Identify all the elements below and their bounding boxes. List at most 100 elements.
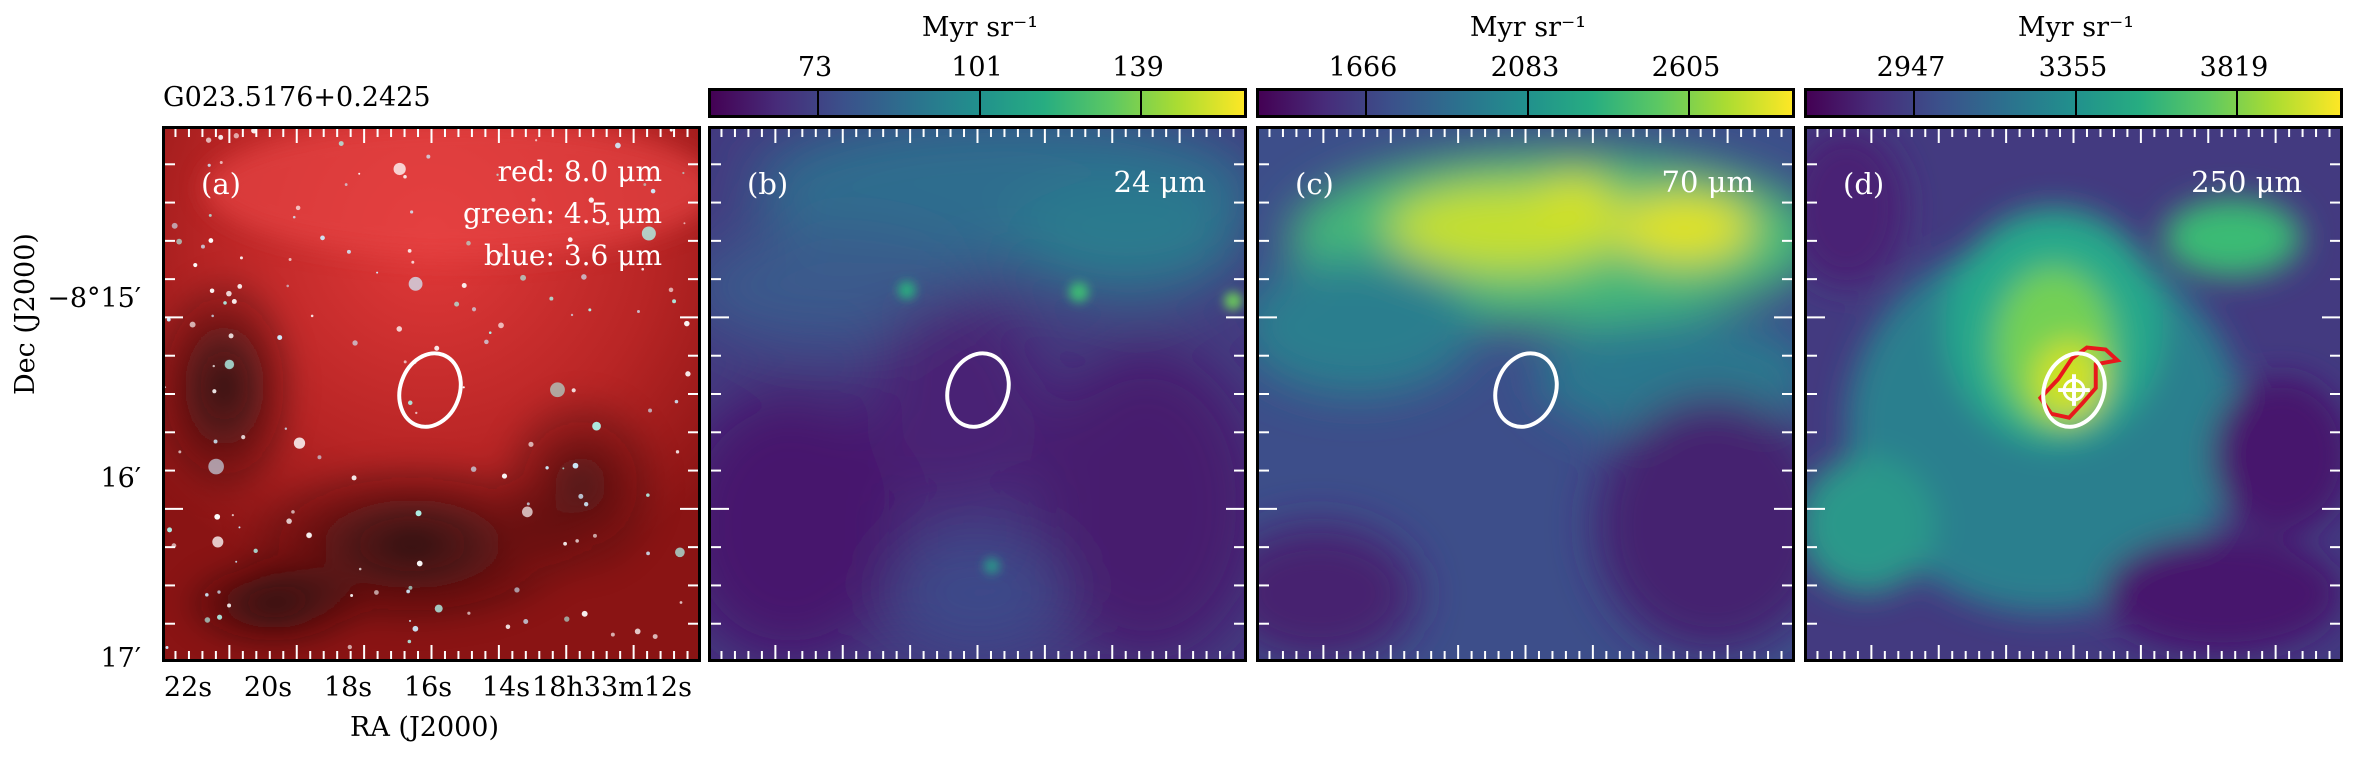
star: [407, 639, 412, 644]
star: [224, 359, 235, 370]
star: [575, 539, 579, 543]
colorbar-d: [1804, 88, 2343, 118]
dec-tick-3: 17′: [100, 643, 142, 674]
star: [253, 548, 258, 553]
star: [583, 501, 589, 507]
star: [648, 408, 653, 413]
panel-d-band: 250 μm: [2191, 165, 2302, 199]
star: [684, 320, 690, 327]
star: [668, 287, 674, 293]
star: [549, 296, 554, 301]
star: [208, 238, 214, 243]
star: [467, 611, 471, 615]
colorbar-unit-b: Myr sr⁻¹: [921, 12, 1039, 43]
star: [214, 513, 221, 520]
target-name: G023.5176+0.2425: [163, 82, 431, 113]
colorbar-unit-c: Myr sr⁻¹: [1469, 12, 1587, 43]
star: [176, 238, 183, 245]
star: [338, 141, 344, 147]
star: [207, 163, 211, 167]
star: [295, 205, 301, 211]
star: [636, 310, 640, 314]
star: [562, 467, 565, 470]
star: [165, 646, 169, 650]
star: [498, 322, 504, 329]
star: [347, 644, 352, 650]
panel-c-band: 70 μm: [1661, 165, 1754, 199]
star: [523, 216, 528, 221]
star: [471, 307, 477, 312]
legend-red: red: 8.0 μm: [497, 155, 662, 188]
star: [344, 183, 348, 186]
colorbar-b-tick-1: 73: [797, 52, 833, 83]
star: [293, 437, 306, 449]
star: [520, 274, 527, 281]
star: [646, 493, 650, 497]
star: [292, 215, 296, 219]
star: [675, 547, 685, 558]
star: [406, 589, 411, 594]
star: [572, 462, 579, 469]
star: [306, 532, 312, 539]
star: [454, 301, 460, 307]
ra-tick-5: 14s: [481, 672, 531, 703]
star: [470, 466, 477, 472]
star: [200, 244, 205, 249]
star: [674, 399, 679, 404]
star: [235, 560, 238, 563]
contour-red: [2037, 345, 2122, 420]
star: [581, 274, 587, 280]
panel-c-label: (c): [1295, 167, 1334, 201]
star: [407, 249, 412, 253]
star: [212, 536, 224, 548]
star: [588, 197, 594, 203]
star: [223, 301, 227, 305]
panel-b-label: (b): [747, 167, 789, 201]
star: [646, 551, 650, 556]
colorbar-c-tick-3: 2605: [1651, 52, 1721, 83]
star: [396, 326, 403, 332]
star: [426, 154, 431, 159]
star: [358, 172, 361, 175]
star: [641, 267, 645, 271]
star: [393, 162, 406, 176]
star: [310, 314, 314, 318]
star: [513, 168, 517, 172]
star: [205, 593, 209, 597]
star: [171, 543, 177, 549]
star: [682, 171, 685, 175]
star: [672, 299, 677, 304]
star: [488, 331, 492, 334]
star: [496, 173, 499, 176]
star: [166, 317, 171, 322]
star: [535, 139, 538, 142]
star: [566, 162, 571, 166]
colorbar-b: [708, 88, 1247, 118]
star: [284, 427, 288, 430]
star: [408, 585, 413, 590]
star: [563, 541, 567, 546]
star: [465, 224, 469, 228]
colorbar-unit-d: Myr sr⁻¹: [2017, 12, 2135, 43]
star: [545, 466, 549, 470]
star: [484, 339, 489, 345]
star: [412, 625, 419, 632]
star: [461, 283, 467, 288]
panel-a-label: (a): [201, 167, 241, 201]
star: [376, 271, 379, 274]
star: [570, 313, 574, 317]
star: [683, 222, 686, 225]
star: [204, 617, 211, 623]
ra-tick-3: 18s: [323, 672, 373, 703]
colorbar-c: [1256, 88, 1795, 118]
star: [277, 335, 283, 341]
star: [685, 371, 691, 377]
source-ellipse-d: [2041, 351, 2107, 429]
star: [374, 590, 379, 595]
star: [288, 258, 292, 262]
star: [291, 510, 295, 514]
source-ellipse-a: [397, 351, 463, 429]
star: [403, 360, 407, 364]
star: [403, 174, 407, 179]
star: [462, 386, 465, 389]
